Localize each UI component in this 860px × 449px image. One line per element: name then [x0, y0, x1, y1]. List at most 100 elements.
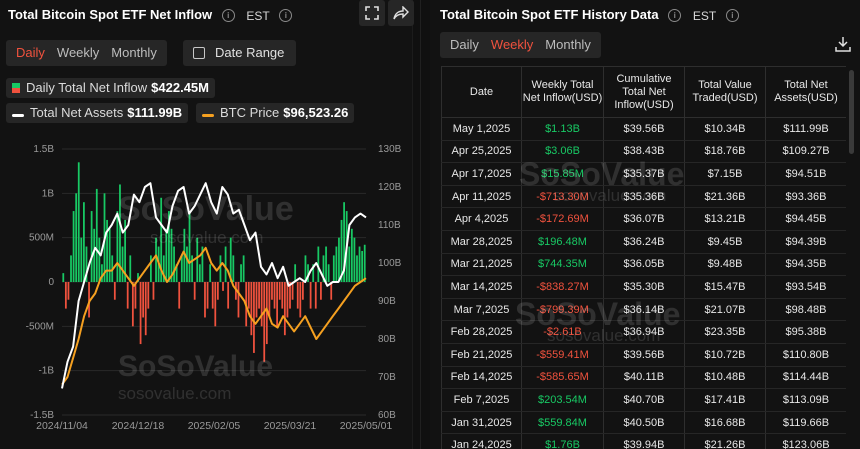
inflow-bar[interactable] — [314, 282, 317, 309]
expand-icon[interactable] — [359, 0, 385, 26]
inflow-bar[interactable] — [134, 282, 137, 309]
inflow-bar[interactable] — [358, 246, 361, 282]
inflow-bar[interactable] — [165, 228, 168, 282]
inflow-bar[interactable] — [64, 282, 67, 309]
inflow-bar[interactable] — [260, 282, 263, 327]
table-row[interactable]: Feb 28,2025 -$2.61B $36.94B $23.35B $95.38B — [441, 320, 846, 344]
inflow-bar[interactable] — [317, 246, 320, 282]
inflow-bar[interactable] — [77, 162, 80, 282]
inflow-bar[interactable] — [268, 282, 271, 318]
inflow-bar[interactable] — [343, 202, 345, 282]
inflow-bar[interactable] — [224, 246, 227, 282]
inflow-bar[interactable] — [188, 211, 191, 282]
inflow-bar[interactable] — [322, 255, 325, 282]
inflow-bar[interactable] — [211, 282, 214, 309]
inflow-bar[interactable] — [162, 255, 165, 282]
info-icon[interactable]: i — [221, 9, 235, 23]
inflow-bar[interactable] — [219, 255, 222, 282]
inflow-bar[interactable] — [204, 282, 206, 318]
inflow-bar[interactable] — [170, 228, 173, 282]
inflow-bar[interactable] — [196, 237, 199, 282]
inflow-bar[interactable] — [338, 237, 340, 282]
inflow-bar[interactable] — [325, 246, 327, 282]
inflow-bar[interactable] — [160, 197, 163, 282]
inflow-bar[interactable] — [291, 282, 294, 300]
table-row[interactable]: Apr 17,2025 $15.85M $35.37B $7.15B $94.51B — [441, 162, 846, 186]
inflow-bar[interactable] — [193, 282, 196, 300]
total-net-assets-line[interactable] — [61, 182, 367, 389]
inflow-bar[interactable] — [304, 255, 307, 282]
inflow-bar[interactable] — [340, 219, 343, 282]
inflow-bar[interactable] — [62, 273, 65, 282]
inflow-bar[interactable] — [276, 282, 279, 327]
inflow-bar[interactable] — [309, 282, 312, 309]
table-row[interactable]: Mar 21,2025 $744.35M $36.05B $9.48B $94.35B — [441, 253, 846, 277]
inflow-bar[interactable] — [129, 255, 132, 282]
legend-btc[interactable]: BTC Price $96,523.26 — [196, 103, 355, 123]
inflow-bar[interactable] — [361, 250, 364, 282]
inflow-bar[interactable] — [209, 264, 212, 282]
inflow-bar[interactable] — [152, 282, 155, 300]
tab-daily[interactable]: Daily — [16, 45, 45, 60]
inflow-bar[interactable] — [283, 282, 286, 336]
download-icon[interactable] — [835, 36, 853, 54]
inflow-bar[interactable] — [191, 255, 193, 282]
inflow-bar[interactable] — [90, 211, 93, 282]
inflow-bar[interactable] — [250, 282, 253, 336]
inflow-bar[interactable] — [168, 211, 170, 282]
inflow-bar[interactable] — [95, 188, 98, 282]
legend-assets[interactable]: Total Net Assets $111.99B — [6, 103, 189, 123]
inflow-bar[interactable] — [258, 282, 260, 309]
inflow-bar[interactable] — [180, 255, 183, 282]
header-net-assets[interactable]: Total Net Assets(USD) — [765, 66, 846, 118]
inflow-bar[interactable] — [247, 282, 250, 309]
inflow-bar[interactable] — [175, 264, 178, 282]
inflow-bar[interactable] — [80, 237, 83, 282]
inflow-bar[interactable] — [101, 264, 103, 282]
inflow-bar[interactable] — [70, 255, 72, 282]
legend-inflow[interactable]: Daily Total Net Inflow $422.45M — [6, 78, 215, 98]
inflow-bar[interactable] — [88, 282, 90, 318]
inflow-bar[interactable] — [147, 282, 150, 309]
table-row[interactable]: Mar 14,2025 -$838.27M $35.30B $15.47B $93.54… — [441, 275, 846, 299]
tab-monthly[interactable]: Monthly — [545, 37, 591, 52]
inflow-bar[interactable] — [348, 246, 351, 282]
inflow-bar[interactable] — [186, 246, 188, 282]
inflow-bar[interactable] — [271, 282, 273, 300]
table-row[interactable]: Feb 14,2025 -$585.65M $40.11B $10.48B $114.4… — [441, 366, 846, 390]
inflow-bar[interactable] — [356, 255, 358, 282]
inflow-bar[interactable] — [83, 202, 85, 282]
inflow-bar[interactable] — [289, 282, 291, 309]
inflow-bar[interactable] — [242, 255, 245, 282]
inflow-bar[interactable] — [263, 282, 266, 362]
share-icon[interactable] — [388, 0, 414, 26]
inflow-bar[interactable] — [216, 282, 219, 300]
inflow-bar[interactable] — [350, 228, 353, 282]
inflow-bar[interactable] — [253, 282, 255, 353]
tab-weekly[interactable]: Weekly — [56, 45, 100, 60]
inflow-bar[interactable] — [206, 282, 209, 309]
header-cumulative-inflow[interactable]: Cumulative Total Net Inflow(USD) — [603, 66, 685, 118]
inflow-bar[interactable] — [126, 282, 129, 309]
inflow-bar[interactable] — [281, 282, 284, 309]
inflow-bar[interactable] — [335, 246, 338, 282]
inflow-bar[interactable] — [232, 255, 235, 282]
inflow-bar[interactable] — [214, 282, 217, 327]
inflow-bar[interactable] — [332, 255, 335, 282]
inflow-bar[interactable] — [144, 282, 147, 336]
inflow-bar[interactable] — [113, 282, 116, 300]
inflow-bar[interactable] — [93, 228, 96, 282]
inflow-bar[interactable] — [255, 282, 258, 318]
inflow-bar[interactable] — [67, 282, 70, 300]
history-table-container[interactable]: Date Weekly Total Net Inflow(USD) Cumula… — [441, 66, 846, 449]
header-date[interactable]: Date — [441, 66, 522, 118]
inflow-bar[interactable] — [222, 282, 224, 291]
table-row[interactable]: Apr 25,2025 $3.06B $38.43B $18.76B $109.27B — [441, 140, 846, 164]
inflow-bar[interactable] — [142, 282, 145, 318]
table-row[interactable]: May 1,2025 $1.13B $39.56B $10.34B $111.99B — [441, 117, 846, 141]
table-row[interactable]: Apr 11,2025 -$713.30M $35.36B $21.36B $93.36… — [441, 185, 846, 209]
inflow-chart[interactable]: 1.5B 1B 500M 0 -500M -1B -1.5B 130B 120B 110B 100B… — [0, 135, 412, 435]
inflow-bar[interactable] — [229, 237, 232, 282]
header-value-traded[interactable]: Total Value Traded(USD) — [684, 66, 766, 118]
inflow-bar[interactable] — [106, 219, 108, 282]
